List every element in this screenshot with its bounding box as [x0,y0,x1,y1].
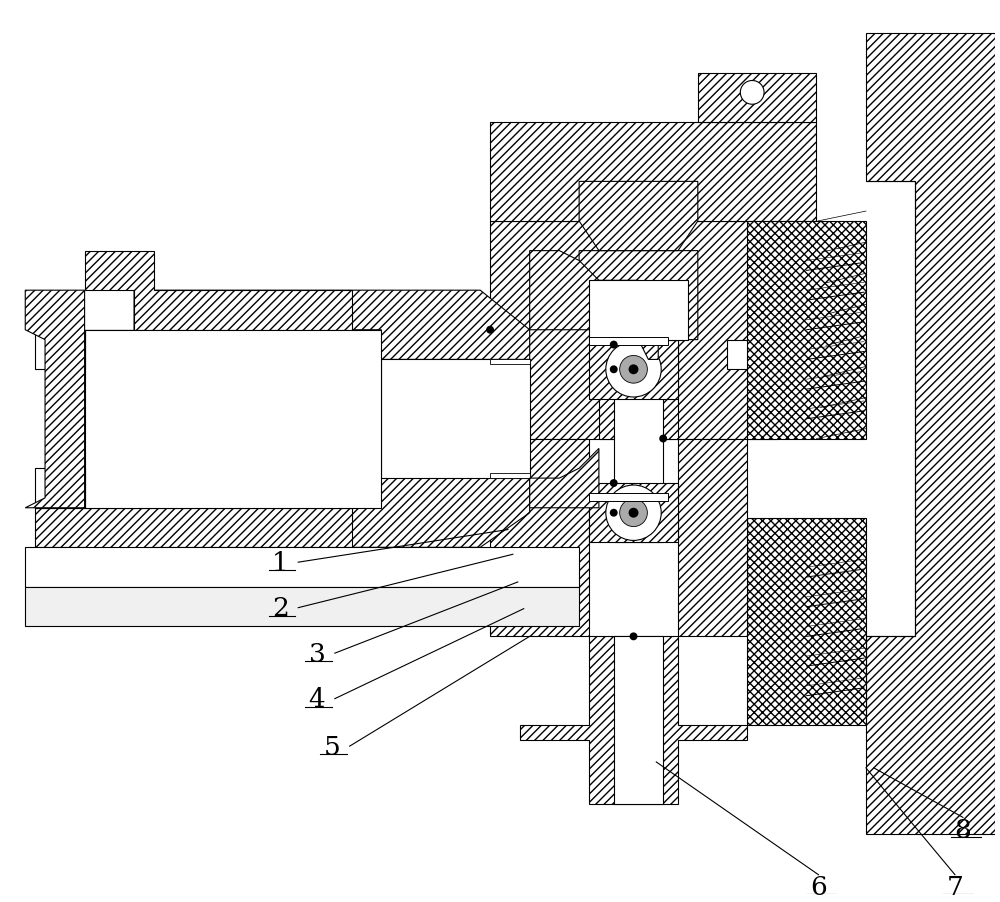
Text: 4: 4 [309,686,325,712]
Circle shape [630,632,637,640]
Polygon shape [530,449,599,508]
Circle shape [620,356,647,383]
Bar [589,493,668,502]
Circle shape [610,341,618,349]
Text: 6: 6 [810,874,827,899]
Bar [490,474,530,479]
Circle shape [610,366,618,373]
Polygon shape [698,73,816,123]
Polygon shape [579,182,698,252]
Polygon shape [589,483,678,543]
Bar [35,330,85,370]
Bar [490,360,530,365]
Circle shape [659,435,667,443]
Circle shape [620,500,647,527]
Polygon shape [678,439,747,637]
Circle shape [610,480,618,487]
Bar [381,360,530,479]
Polygon shape [530,252,599,330]
Text: 1: 1 [272,550,289,575]
Circle shape [486,327,494,335]
Text: 5: 5 [323,734,340,759]
Polygon shape [490,222,777,439]
Text: 7: 7 [947,874,963,899]
Polygon shape [747,518,866,725]
Polygon shape [25,290,85,508]
Bar [25,587,579,627]
Circle shape [629,508,638,518]
Polygon shape [579,252,698,360]
Bar [35,469,85,508]
Bar [589,281,688,340]
Bar [589,337,668,345]
Polygon shape [134,290,530,360]
Circle shape [610,510,618,517]
Polygon shape [134,479,530,548]
Text: 2: 2 [272,595,289,621]
Polygon shape [490,439,589,637]
Bar [614,330,663,543]
Bar [85,330,381,508]
Polygon shape [866,34,995,834]
Polygon shape [490,123,816,222]
Polygon shape [35,508,352,587]
Polygon shape [589,340,678,400]
Polygon shape [35,252,352,330]
Circle shape [629,365,638,375]
Bar [25,548,579,587]
Bar [599,340,678,439]
Text: 8: 8 [955,817,971,842]
Polygon shape [747,222,866,439]
Bar [614,637,663,805]
Circle shape [606,342,661,398]
Circle shape [606,485,661,541]
Polygon shape [520,637,747,805]
Text: 3: 3 [309,641,325,666]
Circle shape [740,81,764,106]
